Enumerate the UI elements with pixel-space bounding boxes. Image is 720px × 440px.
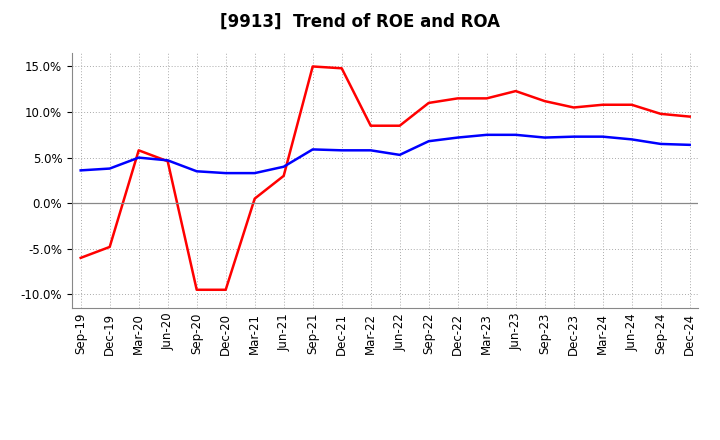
ROE	[163, 159, 172, 164]
ROA	[482, 132, 491, 137]
ROE	[338, 66, 346, 71]
ROE	[570, 105, 578, 110]
ROA	[308, 147, 317, 152]
ROA	[424, 139, 433, 144]
ROE	[511, 88, 520, 94]
ROE	[192, 287, 201, 293]
ROA	[511, 132, 520, 137]
Text: [9913]  Trend of ROE and ROA: [9913] Trend of ROE and ROA	[220, 13, 500, 31]
ROA	[454, 135, 462, 140]
ROE	[279, 173, 288, 179]
Line: ROA: ROA	[81, 135, 690, 173]
ROA	[76, 168, 85, 173]
ROA	[366, 148, 375, 153]
ROA	[395, 152, 404, 158]
ROA	[657, 141, 665, 147]
ROE	[482, 96, 491, 101]
ROA	[279, 164, 288, 169]
ROE	[627, 102, 636, 107]
ROA	[105, 166, 114, 171]
ROE	[105, 244, 114, 249]
ROE	[135, 148, 143, 153]
ROE	[541, 99, 549, 104]
ROE	[221, 287, 230, 293]
ROA	[338, 148, 346, 153]
ROA	[135, 155, 143, 160]
ROE	[598, 102, 607, 107]
ROE	[395, 123, 404, 128]
ROA	[685, 142, 694, 147]
ROE	[685, 114, 694, 119]
ROA	[192, 169, 201, 174]
ROA	[163, 158, 172, 163]
ROA	[541, 135, 549, 140]
ROE	[251, 196, 259, 201]
ROA	[221, 170, 230, 176]
ROE	[424, 100, 433, 106]
ROE	[308, 64, 317, 69]
ROA	[598, 134, 607, 139]
ROE	[657, 111, 665, 117]
ROE	[454, 96, 462, 101]
ROE	[366, 123, 375, 128]
ROA	[627, 137, 636, 142]
ROE	[76, 255, 85, 260]
Line: ROE: ROE	[81, 66, 690, 290]
ROA	[251, 170, 259, 176]
ROA	[570, 134, 578, 139]
